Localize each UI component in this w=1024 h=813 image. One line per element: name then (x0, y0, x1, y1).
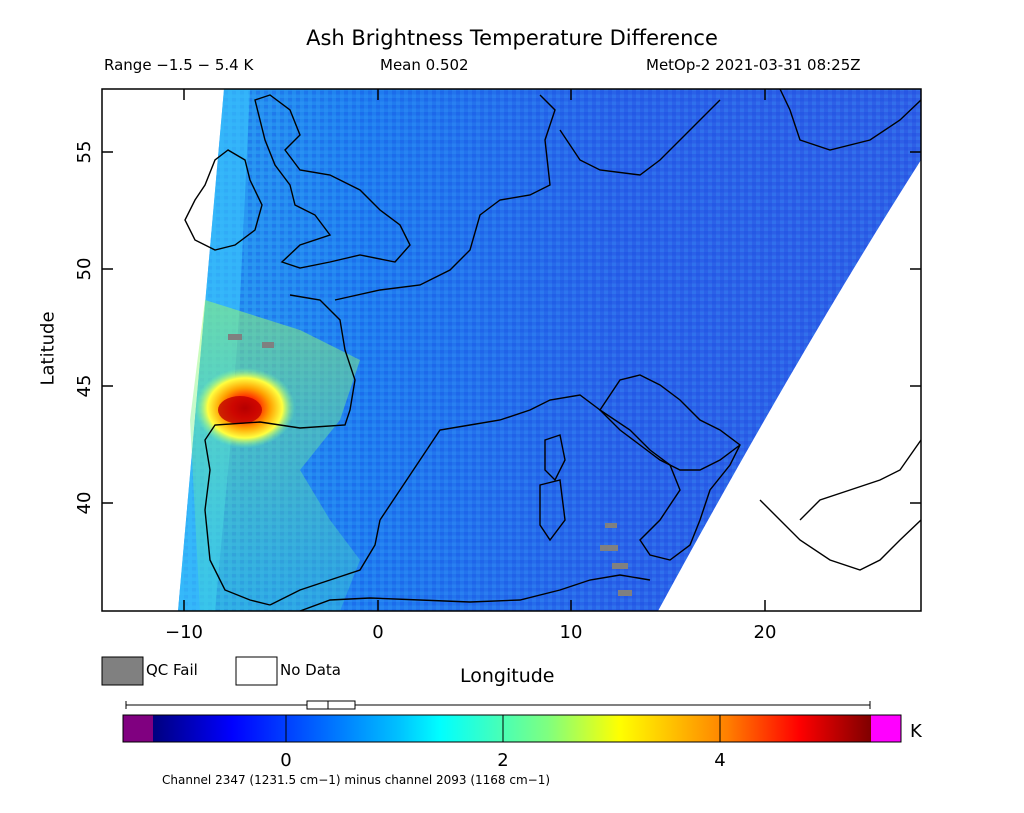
x-tick-label: 20 (754, 622, 777, 643)
x-axis-label: Longitude (460, 665, 555, 687)
x-tick-label: −10 (165, 622, 203, 643)
y-axis-label: Latitude (37, 311, 59, 386)
qc-fail-swatch (101, 656, 144, 686)
y-tick-label: 40 (74, 492, 95, 515)
value-range: Range −1.5 − 5.4 K (104, 56, 254, 74)
colorbar-tick-label: 0 (280, 750, 291, 771)
plot-frame (101, 88, 922, 612)
y-tick-label: 55 (74, 141, 95, 164)
qc-fail-pixels (228, 334, 632, 596)
data-swath (178, 89, 921, 611)
qc-fail-label: QC Fail (146, 661, 198, 679)
mean-value: Mean 0.502 (380, 56, 469, 74)
x-tick-label: 10 (560, 622, 583, 643)
colorbar (122, 714, 902, 743)
colorbar-units: K (910, 721, 922, 742)
y-tick-marks (102, 151, 921, 504)
distribution-boxplot (125, 700, 871, 710)
colorbar-tick-label: 2 (497, 750, 508, 771)
satellite-timestamp: MetOp-2 2021-03-31 08:25Z (646, 56, 861, 74)
y-tick-label: 50 (74, 258, 95, 281)
colorbar-tick-label: 4 (714, 750, 725, 771)
coastlines (184, 89, 921, 611)
no-data-label: No Data (280, 661, 341, 679)
x-tick-marks (183, 89, 766, 611)
no-data-swatch (235, 656, 278, 686)
y-tick-label: 45 (74, 375, 95, 398)
map-title: Ash Brightness Temperature Difference (306, 26, 718, 50)
x-tick-label: 0 (372, 622, 383, 643)
channel-footnote: Channel 2347 (1231.5 cm−1) minus channel… (162, 773, 551, 787)
